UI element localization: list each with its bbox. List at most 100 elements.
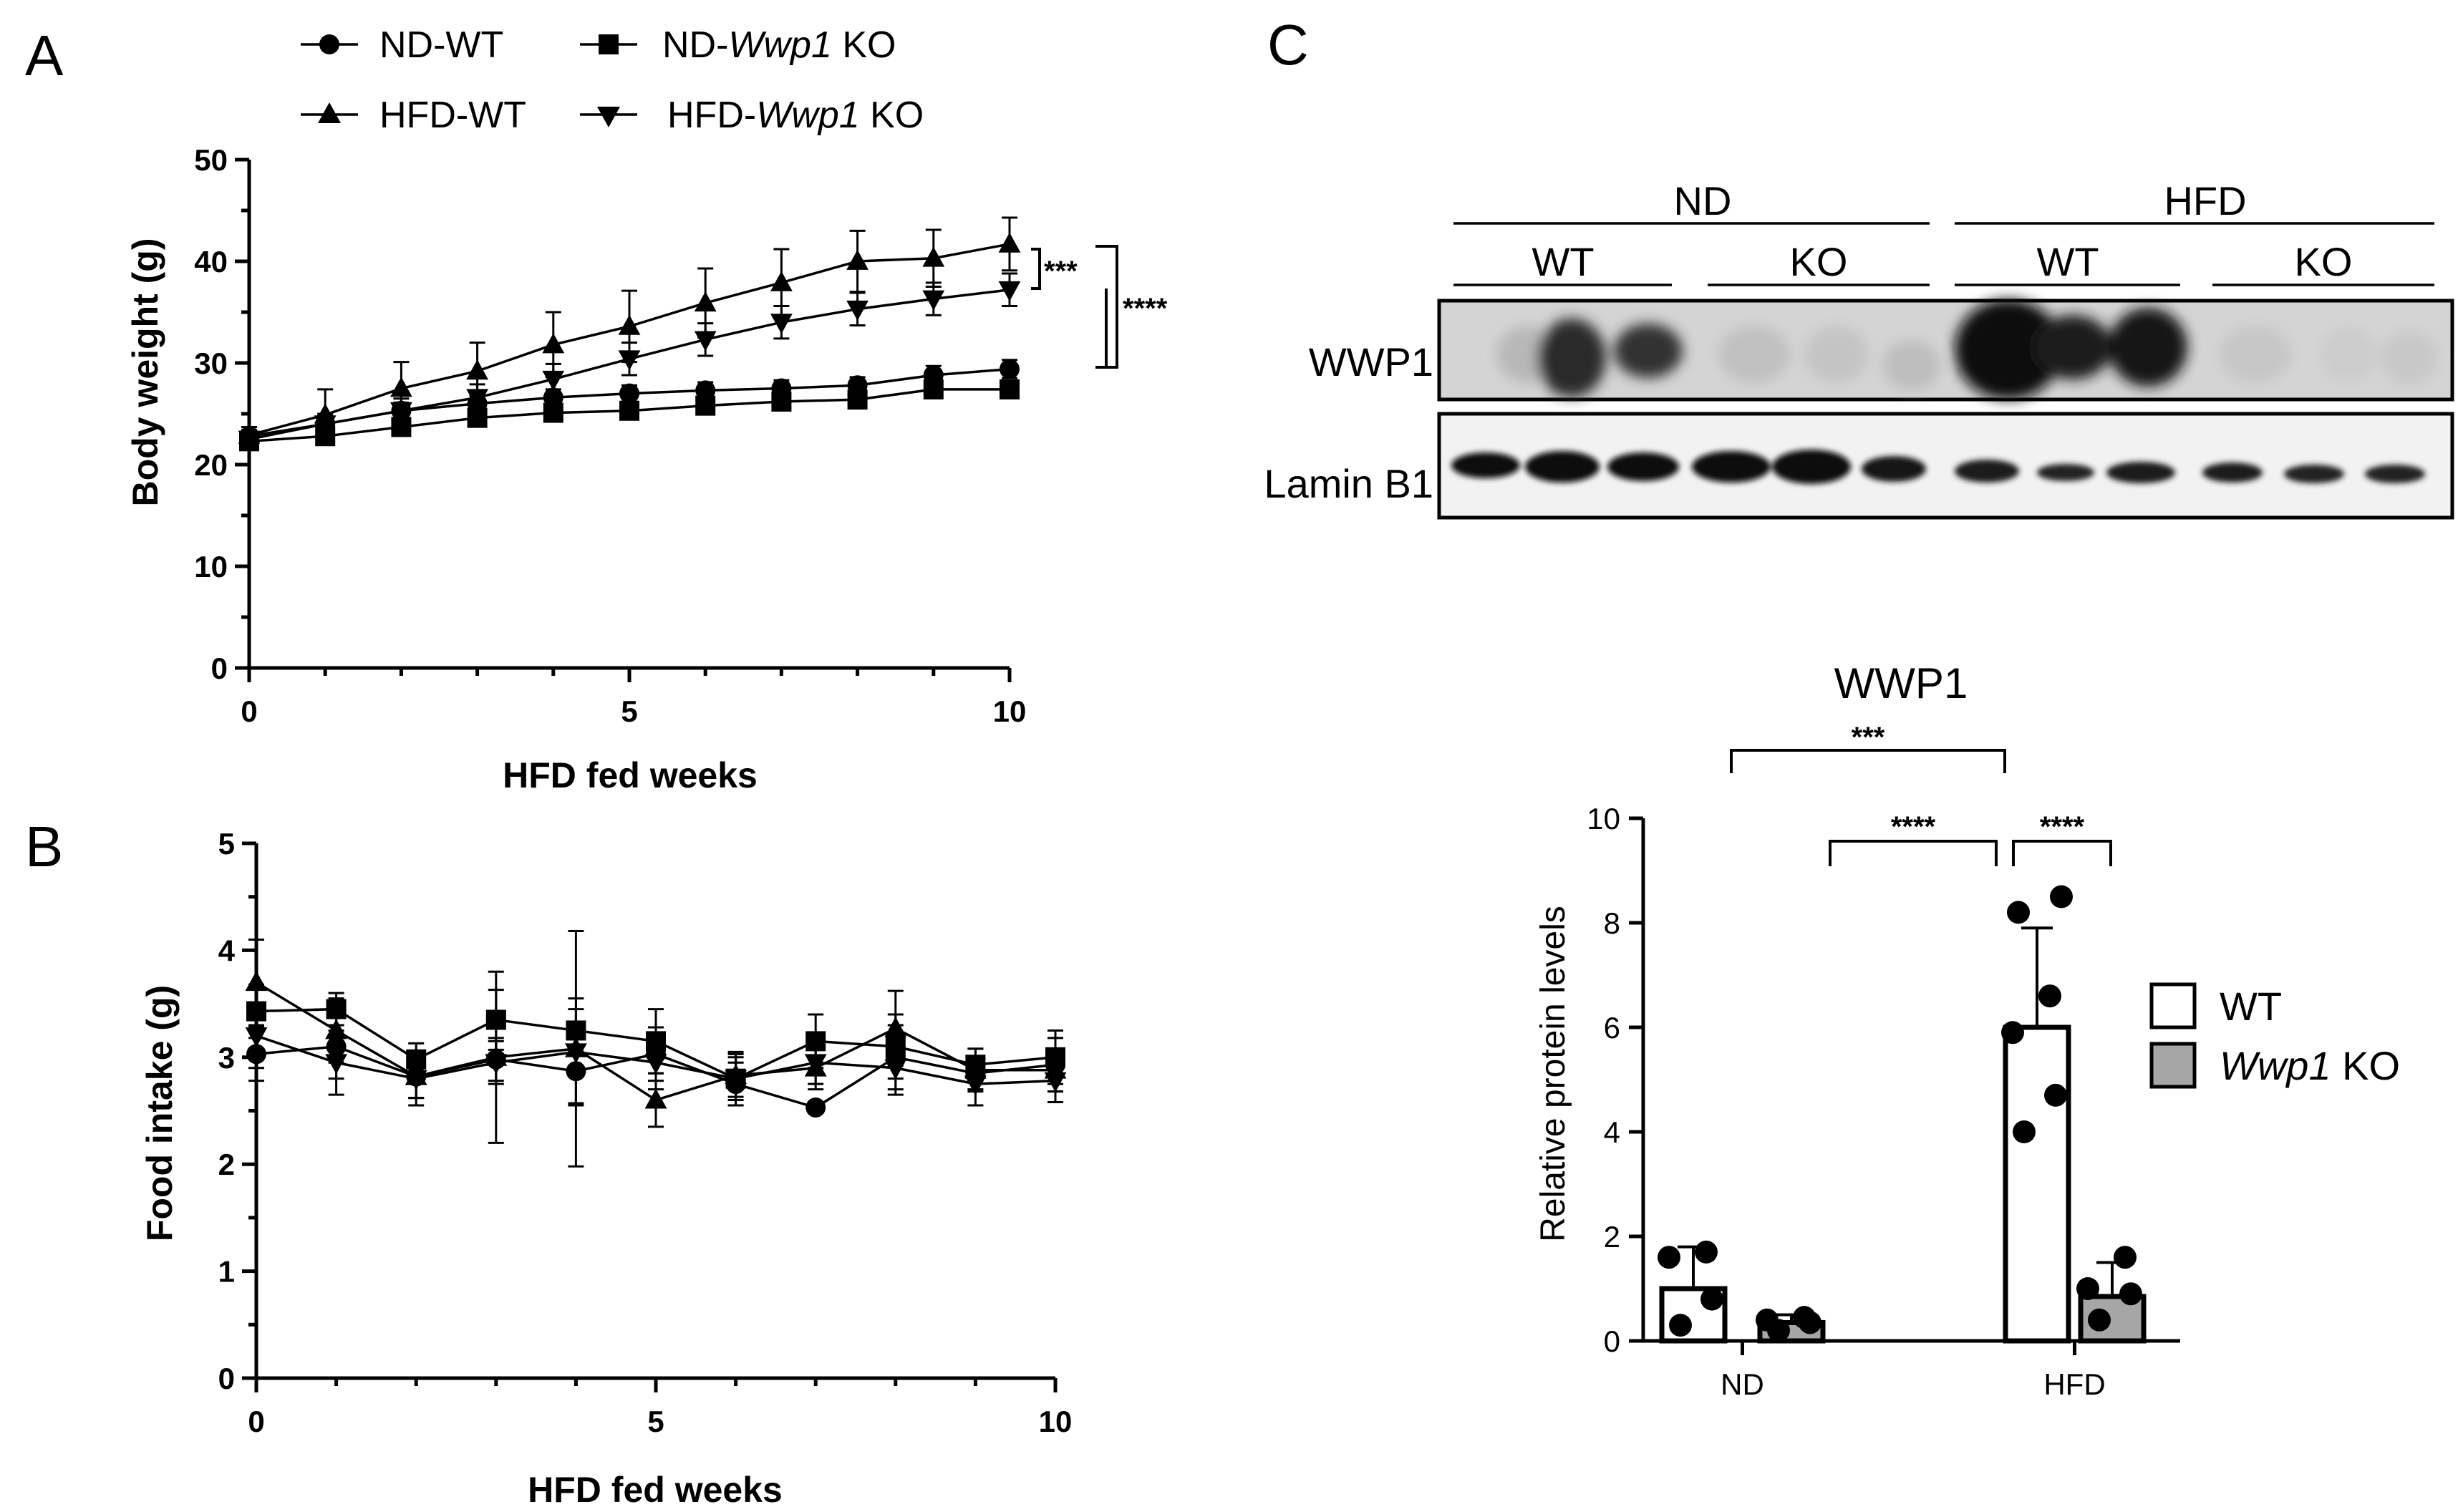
data-point xyxy=(770,271,793,291)
data-point xyxy=(485,1054,508,1075)
significance-label: *** xyxy=(1044,256,1078,287)
bar xyxy=(2003,1024,2071,1344)
data-point xyxy=(2001,1021,2024,1045)
data-point xyxy=(2114,1246,2137,1269)
data-point xyxy=(2050,885,2073,908)
data-point xyxy=(2038,984,2061,1008)
y-tick-label: 0 xyxy=(211,651,228,685)
data-point xyxy=(619,400,639,421)
line-legend: ND-WT ND-Wwp1 KO HFD-WT HFD-Wwp1 KO xyxy=(301,24,924,136)
bar-group xyxy=(1756,1306,1826,1344)
data-point xyxy=(618,314,641,335)
legend-label: HFD-Wwp1 KO xyxy=(667,94,924,136)
significance-brackets: *** **** xyxy=(1031,245,1168,369)
data-point xyxy=(618,350,641,371)
data-point xyxy=(1700,1287,1723,1311)
significance-label: **** xyxy=(1891,811,1936,843)
data-point xyxy=(2007,901,2030,924)
significance-brackets: *** **** **** xyxy=(1730,722,2112,866)
significance-label: *** xyxy=(1852,722,1885,753)
data-point xyxy=(1793,1306,1816,1329)
panel-label-a: A xyxy=(25,24,64,87)
food-intake-chart: 0 1 2 3 4 5 0 5 10 Food intake (g) HFD fed weeks xyxy=(140,827,1072,1510)
data-point xyxy=(964,1075,987,1096)
data-point xyxy=(771,391,792,412)
y-tick-label: 40 xyxy=(194,245,228,278)
x-axis-label: HFD fed weeks xyxy=(503,755,758,795)
legend-item-nd-ko: ND-Wwp1 KO xyxy=(580,24,896,66)
data-point xyxy=(695,380,716,401)
x-tick-label: 0 xyxy=(241,694,257,728)
data-point xyxy=(804,1054,827,1075)
data-point xyxy=(542,370,565,391)
data-point xyxy=(2076,1277,2099,1300)
data-point xyxy=(1695,1240,1718,1264)
y-tick-label: 0 xyxy=(1604,1324,1620,1358)
legend-label: ND-WT xyxy=(379,24,503,66)
data-point xyxy=(466,359,488,380)
data-point xyxy=(1044,1072,1067,1092)
x-tick-label: 10 xyxy=(993,694,1027,728)
legend-label: ND-Wwp1 KO xyxy=(662,24,896,66)
y-tick-label: 10 xyxy=(194,550,228,583)
y-tick-label: 3 xyxy=(218,1041,235,1075)
data-point xyxy=(565,1043,587,1064)
data-point xyxy=(846,300,868,321)
data-point xyxy=(542,333,565,354)
data-point xyxy=(390,402,412,422)
y-axis-label: Relative protein levels xyxy=(1534,906,1572,1242)
y-axis-label: Food intake (g) xyxy=(140,985,180,1241)
legend-label: Wwp1 KO xyxy=(2220,1043,2400,1088)
subgroup-label: WT xyxy=(2036,239,2099,284)
x-tick-label: ND xyxy=(1721,1367,1764,1401)
data-point xyxy=(1669,1314,1692,1337)
data-point xyxy=(1658,1246,1680,1269)
data-point xyxy=(695,395,716,416)
body-weight-chart: 0 10 20 30 40 50 0 5 10 Body weight (g) HFD fed … xyxy=(125,143,1168,795)
data-point xyxy=(543,387,563,408)
data-point xyxy=(884,1017,907,1037)
data-point xyxy=(238,430,261,451)
significance-label: **** xyxy=(1123,293,1168,324)
series-triangle-down xyxy=(238,272,1021,451)
group-label-hfd: HFD xyxy=(2164,178,2246,223)
significance-label: **** xyxy=(2040,811,2085,843)
data-point xyxy=(694,291,717,312)
x-tick-label: HFD xyxy=(2043,1367,2105,1401)
data-point xyxy=(770,314,793,334)
y-tick-label: 8 xyxy=(1604,906,1620,940)
data-point xyxy=(2044,1083,2067,1107)
data-point xyxy=(2088,1308,2111,1332)
x-axis-label: HFD fed weeks xyxy=(528,1470,783,1510)
blot-strip-lamin-b1 xyxy=(1437,412,2454,520)
data-point xyxy=(922,290,945,311)
data-point xyxy=(543,402,563,423)
data-point xyxy=(644,1054,667,1075)
y-tick-label: 1 xyxy=(218,1255,235,1289)
data-point xyxy=(405,1070,427,1090)
series-triangle-down xyxy=(245,997,1067,1107)
data-point xyxy=(884,1059,907,1080)
blot-strip-wwp1 xyxy=(1437,299,2454,402)
x-tick-label: 5 xyxy=(647,1405,664,1438)
subgroup-label: KO xyxy=(2295,239,2353,284)
legend-label: HFD-WT xyxy=(379,94,526,136)
data-point xyxy=(644,1088,667,1109)
data-point xyxy=(466,389,488,410)
bar-legend: WT Wwp1 KO xyxy=(2149,982,2400,1089)
data-point xyxy=(998,281,1021,301)
data-point xyxy=(325,1054,347,1075)
data-point xyxy=(245,971,268,992)
western-blot: ND HFD WT KO WT KO WWP1 Lamin B1 xyxy=(1264,178,2454,520)
data-point xyxy=(2013,1120,2036,1143)
data-point xyxy=(846,249,868,270)
data-point xyxy=(2119,1282,2142,1306)
y-tick-label: 4 xyxy=(1604,1115,1620,1149)
legend-swatch-wt xyxy=(2149,982,2197,1029)
data-point xyxy=(325,1019,347,1040)
data-point xyxy=(725,1070,747,1090)
subgroup-label: WT xyxy=(1532,239,1594,284)
bar-group xyxy=(2001,885,2073,1344)
data-point xyxy=(1756,1308,1779,1332)
y-tick-label: 10 xyxy=(1587,802,1620,835)
